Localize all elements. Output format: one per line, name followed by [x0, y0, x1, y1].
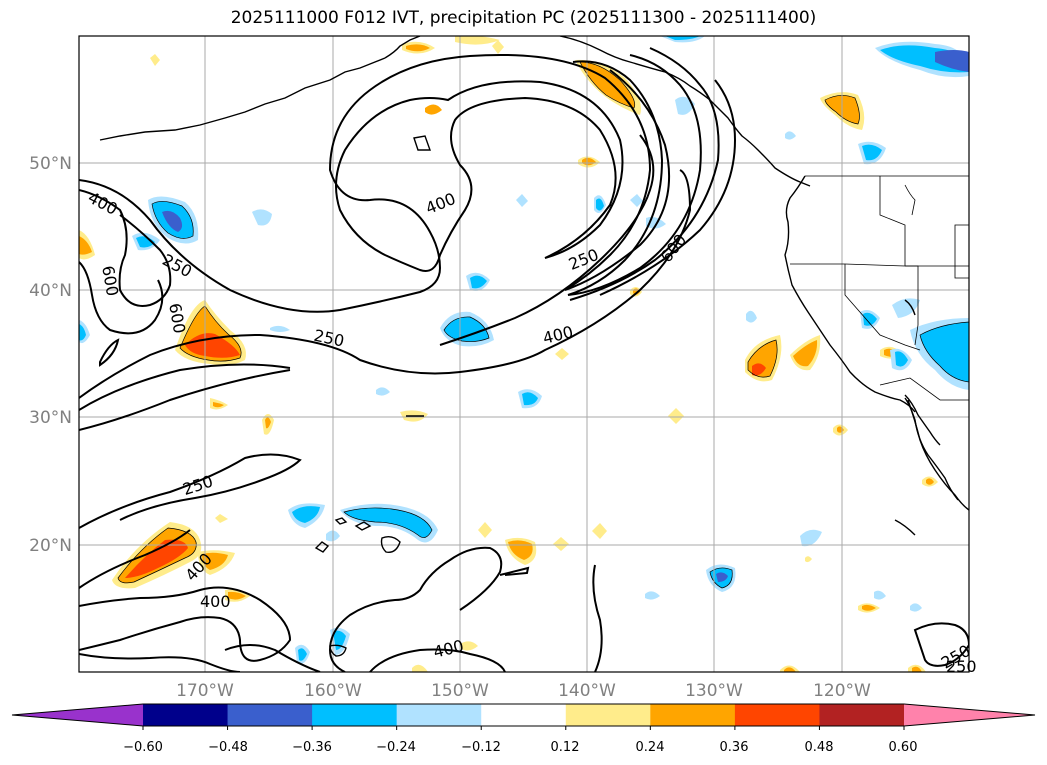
- colorbar-tick-label: −0.12: [461, 740, 501, 755]
- colorbar-segment: [312, 704, 398, 726]
- colorbar-segment: [396, 704, 482, 726]
- colorbar-segment: [650, 704, 736, 726]
- lon-label-160w: 160°W: [304, 681, 362, 701]
- lat-label-40n: 40°N: [29, 281, 72, 301]
- precip-shading: [79, 36, 969, 672]
- lon-label-120w: 120°W: [813, 681, 871, 701]
- lon-label-130w: 130°W: [685, 681, 743, 701]
- colorbar-ticks: [142, 726, 905, 730]
- colorbar-tick-label: −0.60: [123, 740, 163, 755]
- lat-labels: 50°N 40°N 30°N 20°N: [29, 154, 72, 556]
- coastlines: [99, 36, 969, 657]
- lon-label-150w: 150°W: [431, 681, 489, 701]
- colorbar-extend-max: [904, 704, 1035, 726]
- lat-label-20n: 20°N: [29, 536, 72, 556]
- colorbar-tick-label: −0.48: [208, 740, 248, 755]
- lon-label-170w: 170°W: [176, 681, 234, 701]
- lat-label-50n: 50°N: [29, 154, 72, 174]
- colorbar-tick-label: 0.12: [551, 740, 580, 755]
- colorbar-segment: [565, 704, 651, 726]
- lon-labels: 170°W 160°W 150°W 140°W 130°W 120°W: [176, 681, 871, 701]
- contour-label: 400: [200, 592, 231, 611]
- anomaly-outlines: [117, 61, 969, 589]
- ivt-contours: [79, 47, 969, 672]
- lat-label-30n: 30°N: [29, 408, 72, 428]
- colorbar-segment: [227, 704, 313, 726]
- colorbar-segment: [481, 704, 567, 726]
- colorbar-segment: [819, 704, 905, 726]
- map-title: 2025111000 F012 IVT, precipitation PC (2…: [230, 8, 817, 28]
- colorbar-labels: −0.60 −0.48 −0.36 −0.24 −0.12 0.12 0.24 …: [123, 740, 917, 755]
- borders: [790, 175, 969, 401]
- colorbar-segments: [11, 703, 1036, 727]
- colorbar-extend-min: [12, 704, 143, 726]
- colorbar-tick-label: −0.36: [292, 740, 332, 755]
- colorbar: −0.60 −0.48 −0.36 −0.24 −0.12 0.12 0.24 …: [11, 703, 1036, 755]
- colorbar-tick-label: 0.24: [636, 740, 665, 755]
- colorbar-segment: [734, 704, 820, 726]
- lon-label-140w: 140°W: [558, 681, 616, 701]
- colorbar-tick-label: −0.24: [376, 740, 416, 755]
- colorbar-tick-label: 0.36: [720, 740, 749, 755]
- map-frame: [78, 35, 970, 673]
- colorbar-tick-label: 0.60: [889, 740, 918, 755]
- contour-label: 250: [946, 657, 977, 676]
- colorbar-segment: [143, 704, 229, 726]
- colorbar-tick-label: 0.48: [805, 740, 834, 755]
